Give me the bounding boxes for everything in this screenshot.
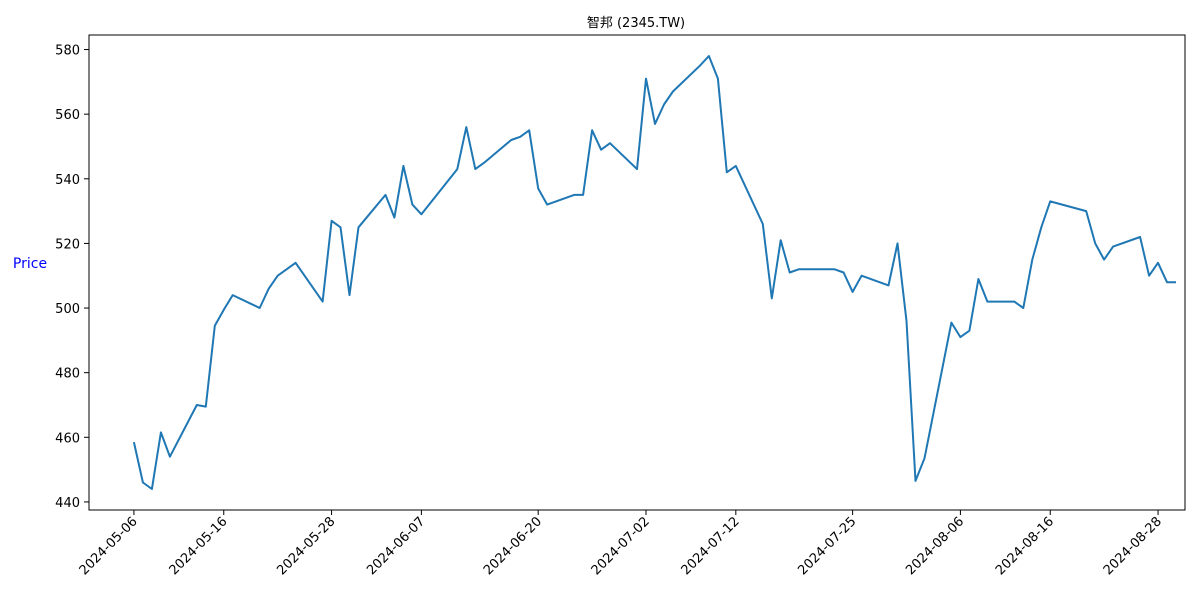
x-tick-label: 2024-07-25 [795, 514, 859, 578]
y-tick-label: 500 [55, 302, 80, 317]
x-tick-label: 2024-07-02 [589, 514, 653, 578]
x-tick-label: 2024-07-12 [679, 514, 743, 578]
chart-title: 智邦 (2345.TW) [587, 16, 685, 31]
plot-frame [88, 34, 1186, 511]
y-tick-label: 440 [55, 496, 80, 511]
y-tick-label: 460 [55, 431, 80, 446]
x-tick-label: 2024-06-07 [364, 514, 428, 578]
y-tick-label: 480 [55, 367, 80, 382]
y-tick-label: 520 [55, 237, 80, 252]
x-tick-label: 2024-08-28 [1101, 514, 1165, 578]
x-tick-label: 2024-05-16 [167, 514, 231, 578]
x-tick-label: 2024-08-16 [993, 514, 1057, 578]
y-tick-label: 560 [55, 108, 80, 123]
y-axis-label: Price [13, 256, 47, 272]
price-series-line [132, 55, 1176, 490]
y-tick-label: 540 [55, 173, 80, 188]
x-tick-label: 2024-06-20 [481, 514, 545, 578]
chart-marks: 440 460 480 500 520 540 560 580 2024-05-06 2024-0… [55, 44, 1176, 578]
y-tick-label: 580 [55, 44, 80, 59]
x-tick-label: 2024-05-06 [77, 514, 141, 578]
x-tick-label: 2024-05-28 [274, 514, 338, 578]
x-tick-label: 2024-08-06 [903, 514, 967, 578]
